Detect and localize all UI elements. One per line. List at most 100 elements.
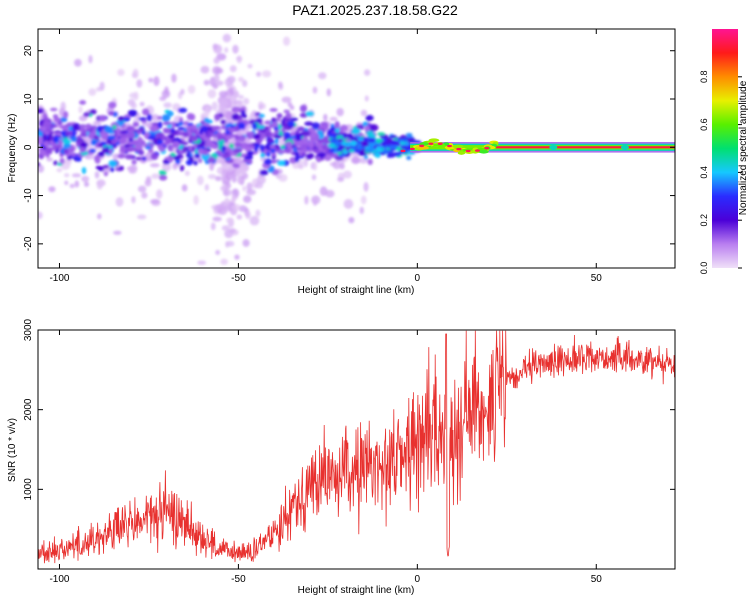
spectral-blob <box>226 217 234 224</box>
spectral-blob <box>159 96 167 101</box>
spectral-blob <box>141 156 147 161</box>
spectral-blob <box>351 127 361 135</box>
spectral-blob <box>85 123 92 130</box>
spectral-blob <box>269 108 278 112</box>
spectral-blob <box>374 152 380 158</box>
spectral-blob <box>81 175 90 183</box>
spectral-blob <box>188 146 193 151</box>
spectral-blob <box>188 113 196 121</box>
spectral-blob <box>322 143 329 151</box>
spectral-blob <box>97 165 105 172</box>
spectral-blob <box>167 110 174 117</box>
spectral-blob <box>317 130 324 136</box>
spectral-blob <box>193 129 198 135</box>
spectral-blob <box>171 73 177 83</box>
spectral-blob <box>214 80 224 87</box>
spectral-blob <box>69 148 75 153</box>
spectral-blob <box>251 122 258 130</box>
spectral-blob <box>173 137 182 143</box>
band-wiggle <box>428 138 440 143</box>
spectral-blob <box>141 108 150 116</box>
spectral-blob <box>339 144 345 150</box>
spectral-blob <box>285 141 293 148</box>
spectral-blob <box>46 157 53 162</box>
spectral-blob <box>325 189 335 198</box>
spectral-blob <box>201 153 210 161</box>
spectral-blob <box>168 145 174 152</box>
colorbar-tick-label: 0.0 <box>699 262 709 275</box>
spectral-blob <box>149 125 159 132</box>
spectral-blob <box>180 88 185 95</box>
spectral-blob <box>247 159 253 165</box>
spectral-blob <box>240 110 246 118</box>
snr-series <box>38 330 675 564</box>
snr-ytick-label: 1000 <box>23 478 34 501</box>
spectral-blob <box>177 126 186 131</box>
spectral-blob <box>234 90 240 98</box>
spectral-blob <box>145 145 152 150</box>
spectral-blob <box>200 65 210 74</box>
spectral-blob <box>236 214 243 220</box>
colorbar-tick-label: 0.6 <box>699 118 709 131</box>
band-peak <box>465 149 471 153</box>
spectral-blob <box>178 107 188 113</box>
spectral-blob <box>246 150 254 156</box>
spectral-blob <box>271 159 277 164</box>
spectral-blob <box>243 195 252 203</box>
spectral-blob <box>38 211 43 220</box>
spectral-blob <box>224 111 234 120</box>
spectral-blob <box>112 153 120 159</box>
spectral-blob <box>213 125 221 130</box>
spectral-blob <box>376 132 386 136</box>
spectral-blob <box>350 156 361 165</box>
spectral-blob <box>245 131 255 136</box>
spectral-blob <box>75 156 82 162</box>
band-peak <box>409 147 415 151</box>
snr-xtick-label: -50 <box>231 574 246 585</box>
spectral-blob <box>185 151 191 158</box>
spectral-blob <box>256 174 266 185</box>
spectral-blob <box>54 117 62 123</box>
spectral-blob <box>221 154 230 159</box>
snr-panel: -100 -50 0 50 1000 2000 3000 Height of straigh… <box>7 318 676 596</box>
spectral-blob <box>264 130 272 137</box>
colorbar-gradient <box>712 29 738 268</box>
spectral-blob <box>318 72 327 80</box>
spectral-blob <box>191 135 199 142</box>
band-wiggle <box>478 149 489 154</box>
spectral-blob <box>220 258 229 265</box>
spectral-blob <box>146 113 153 122</box>
spectral-blob <box>224 78 234 87</box>
spectral-blob <box>158 146 166 152</box>
spectral-blob <box>110 139 117 145</box>
spectral-blob <box>273 134 283 139</box>
spectral-blob <box>161 162 172 172</box>
spectral-blob <box>283 36 291 46</box>
spectral-blob <box>323 113 328 122</box>
spectral-blob <box>313 161 318 171</box>
spectral-blob <box>318 142 324 146</box>
spectral-blob <box>364 148 374 153</box>
spectral-blob <box>280 144 286 150</box>
spectral-blob <box>62 142 72 149</box>
spectral-blob <box>320 137 330 144</box>
band-wiggle <box>457 151 466 155</box>
spectral-blob <box>327 133 337 138</box>
spectral-blob <box>172 163 178 170</box>
spectral-blob <box>127 141 135 145</box>
spectral-blob <box>101 133 109 141</box>
spectral-blob <box>283 109 290 114</box>
spectral-blob <box>74 58 82 67</box>
spectral-blob <box>165 138 172 145</box>
spectral-blob <box>172 141 180 149</box>
spectral-blob <box>65 131 73 136</box>
spectral-blob <box>97 151 105 158</box>
spectral-blob <box>231 113 240 121</box>
spectral-blob <box>215 249 221 255</box>
spectral-blob <box>334 121 340 129</box>
spectral-blob <box>309 136 319 143</box>
spectral-blob <box>317 152 327 158</box>
spectral-blob <box>148 148 154 154</box>
spectral-blob <box>244 155 253 160</box>
